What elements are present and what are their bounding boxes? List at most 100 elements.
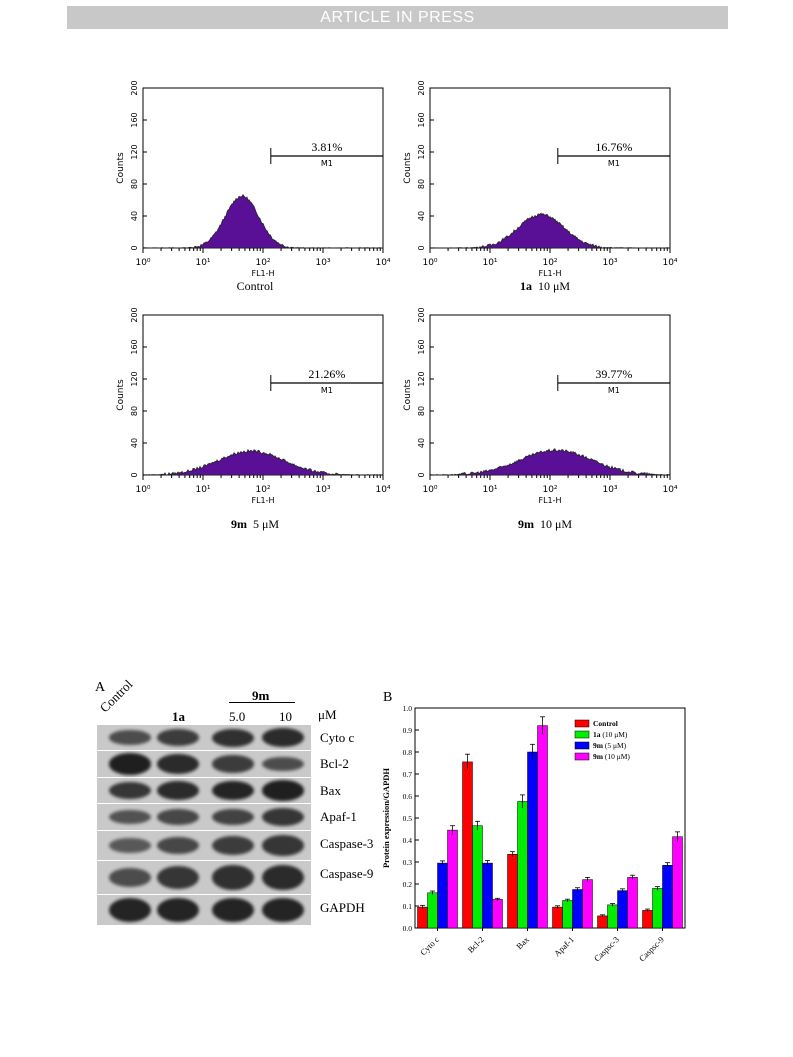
- blot-band: [109, 781, 151, 800]
- y-tick-label: 0.9: [403, 726, 413, 735]
- article-in-press-banner: ARTICLE IN PRESS: [67, 6, 728, 29]
- histogram-distribution: [142, 193, 384, 249]
- bar: [627, 877, 638, 929]
- blot-row: [97, 725, 311, 750]
- y-tick-label: 40: [130, 211, 139, 221]
- bar: [672, 836, 683, 929]
- x-tick-label: Bcl-2: [465, 934, 485, 954]
- y-tick-label: 80: [130, 179, 139, 189]
- bar: [507, 854, 518, 929]
- y-tick-label: 40: [417, 211, 426, 221]
- blot-band: [212, 865, 254, 890]
- blot-band: [157, 809, 199, 825]
- lane-group-bracket: [229, 702, 295, 703]
- y-tick-label: 200: [417, 307, 426, 322]
- x-tick-label: Bax: [514, 934, 531, 951]
- x-axis-label: FL1-H: [251, 269, 274, 278]
- gate-percent: 16.76%: [595, 140, 632, 154]
- x-axis-label: FL1-H: [538, 496, 561, 505]
- y-tick-label: 160: [130, 339, 139, 354]
- x-tick-label: 10²: [542, 485, 557, 495]
- blot-row: [97, 778, 311, 803]
- x-tick-label: Caspsc-3: [592, 934, 621, 963]
- x-tick-label: Apaf-1: [552, 934, 576, 958]
- bar: [437, 862, 448, 929]
- histogram-caption: 9m 10 μM: [517, 517, 573, 531]
- x-tick-label: 10⁴: [662, 258, 677, 268]
- bar: [642, 910, 653, 929]
- x-axis-label: FL1-H: [251, 496, 274, 505]
- histogram-distribution: [429, 448, 671, 476]
- x-tick-label: 10¹: [482, 485, 497, 495]
- blot-band: [262, 898, 304, 922]
- y-tick-label: 0: [130, 472, 139, 477]
- blot-band: [157, 781, 199, 800]
- gate-marker-label: M1: [608, 159, 620, 168]
- bar: [427, 892, 438, 929]
- bar: [552, 906, 563, 929]
- blot-band: [157, 865, 199, 890]
- x-tick-label: 10²: [542, 258, 557, 268]
- blot-row: [97, 861, 311, 894]
- blot-band: [262, 808, 304, 826]
- blot-band: [109, 810, 151, 824]
- blot-band: [262, 864, 304, 891]
- blot-row-label: Apaf-1: [320, 809, 357, 824]
- bar: [527, 751, 538, 929]
- histogram-plot: 0 40 80 120 160 200 10⁰ 10¹ 10² 10³ 10⁴ Counts FL1-H…: [116, 80, 391, 278]
- y-tick-label: 0: [417, 245, 426, 250]
- banner-text: ARTICLE IN PRESS: [320, 9, 475, 26]
- x-tick-label: 10²: [255, 258, 270, 268]
- y-axis-label: Counts: [116, 379, 126, 411]
- bar: [652, 888, 663, 929]
- histogram-plot: 0 40 80 120 160 200 10⁰ 10¹ 10² 10³ 10⁴ Counts FL1-H…: [116, 307, 391, 505]
- gate-percent: 21.26%: [308, 367, 345, 381]
- blot-row-label: Bax: [320, 783, 341, 798]
- x-tick-label: Caspsc-9: [637, 934, 666, 963]
- y-tick-label: 40: [130, 438, 139, 448]
- histogram-caption: 9m 5 μM: [230, 517, 280, 531]
- x-tick-label: 10⁴: [375, 485, 390, 495]
- blot-band: [212, 808, 254, 826]
- y-tick-label: 80: [417, 406, 426, 416]
- bar: [562, 900, 573, 929]
- protein-expression-bar-chart: 0.0 0.1 0.2 0.3 0.4 0.5 0.6 0.7 0.8 0.9 1.0 Protein…: [381, 704, 686, 963]
- x-axis-label: FL1-H: [538, 269, 561, 278]
- y-tick-label: 0.2: [403, 880, 413, 889]
- bar: [447, 829, 458, 929]
- gate-percent: 3.81%: [311, 140, 342, 154]
- blot-band: [212, 780, 254, 801]
- lane-label-1a: 1a: [172, 709, 185, 724]
- y-tick-label: 200: [417, 80, 426, 95]
- histogram-plot: 0 40 80 120 160 200 10⁰ 10¹ 10² 10³ 10⁴ Counts FL1-H…: [403, 307, 678, 505]
- y-tick-label: 120: [417, 144, 426, 159]
- blot-band: [262, 728, 304, 747]
- lane-group-label-9m: 9m: [252, 688, 270, 703]
- blot-row-label: GAPDH: [320, 900, 365, 915]
- histogram-9m-10um: 0 40 80 120 160 200 10⁰ 10¹ 10² 10³ 10⁴ Counts FL1-H…: [400, 305, 678, 545]
- y-tick-label: 1.0: [403, 704, 413, 713]
- bar: [517, 801, 528, 929]
- blot-row-label: Cyto c: [320, 730, 355, 745]
- blot-band: [212, 728, 254, 747]
- y-tick-label: 160: [417, 339, 426, 354]
- x-tick-label: 10⁰: [422, 258, 437, 268]
- blot-band: [157, 836, 199, 855]
- blot-band: [109, 753, 151, 775]
- y-axis-label: Counts: [403, 379, 413, 411]
- y-tick-label: 0.3: [403, 858, 413, 867]
- blot-row-label: Caspase-3: [320, 836, 374, 851]
- y-tick-label: 200: [130, 307, 139, 322]
- x-tick-label: 10³: [602, 485, 617, 495]
- unit-label: μM: [318, 707, 337, 722]
- blot-band: [262, 835, 304, 856]
- blot-row: [97, 895, 311, 925]
- blot-band: [212, 835, 254, 856]
- legend-label: 9m (5 μM): [593, 741, 627, 750]
- bar: [417, 906, 428, 929]
- y-tick-label: 0.0: [403, 924, 413, 933]
- bar: [492, 899, 503, 929]
- blot-band: [157, 898, 199, 922]
- x-tick-label: 10²: [255, 485, 270, 495]
